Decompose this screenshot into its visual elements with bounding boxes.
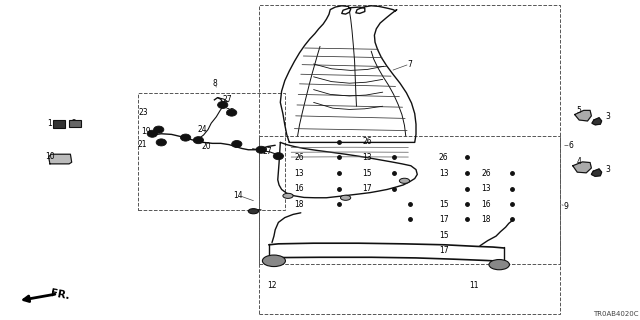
Text: 13: 13	[481, 184, 492, 193]
Text: 5: 5	[577, 106, 582, 115]
Ellipse shape	[180, 134, 191, 141]
Circle shape	[340, 195, 351, 200]
Text: FR.: FR.	[50, 288, 71, 301]
Text: 7: 7	[407, 60, 412, 68]
Ellipse shape	[154, 126, 164, 133]
Ellipse shape	[147, 130, 157, 137]
Text: 26: 26	[481, 169, 492, 178]
Polygon shape	[49, 154, 72, 164]
Text: 17: 17	[438, 246, 449, 255]
Text: 13: 13	[438, 169, 449, 178]
Text: 15: 15	[438, 200, 449, 209]
Bar	[259, 5, 560, 314]
Text: 19: 19	[141, 127, 151, 136]
Text: 15: 15	[362, 169, 372, 178]
Text: 18: 18	[294, 200, 303, 209]
Ellipse shape	[232, 140, 242, 148]
Text: 27: 27	[262, 147, 273, 156]
Circle shape	[489, 260, 509, 270]
Text: 8: 8	[212, 79, 217, 88]
Text: 16: 16	[294, 184, 304, 193]
Ellipse shape	[193, 137, 204, 144]
Circle shape	[283, 193, 293, 198]
FancyBboxPatch shape	[69, 120, 81, 127]
FancyBboxPatch shape	[53, 120, 65, 128]
Text: 9: 9	[563, 202, 568, 211]
Text: 13: 13	[362, 153, 372, 162]
Ellipse shape	[256, 146, 266, 153]
Text: 14: 14	[233, 191, 243, 200]
Text: 26: 26	[294, 153, 304, 162]
Circle shape	[262, 255, 285, 267]
Circle shape	[399, 178, 410, 183]
Text: 6: 6	[568, 141, 573, 150]
Text: 25: 25	[225, 108, 236, 117]
Polygon shape	[575, 110, 591, 121]
Text: 13: 13	[294, 169, 304, 178]
Text: 27: 27	[222, 95, 232, 104]
Polygon shape	[592, 118, 602, 125]
Text: 20: 20	[201, 142, 211, 151]
Ellipse shape	[227, 109, 237, 116]
Ellipse shape	[273, 153, 284, 160]
Text: 17: 17	[438, 215, 449, 224]
Text: 21: 21	[138, 140, 147, 149]
Circle shape	[248, 209, 259, 214]
Text: 26: 26	[362, 137, 372, 146]
Polygon shape	[573, 162, 591, 173]
Text: TR0AB4020C: TR0AB4020C	[593, 311, 639, 317]
Text: 2: 2	[71, 119, 76, 128]
Text: 12: 12	[268, 281, 276, 290]
Text: 4: 4	[577, 157, 582, 166]
Polygon shape	[591, 169, 602, 176]
Text: 26: 26	[438, 153, 449, 162]
Text: 3: 3	[605, 112, 611, 121]
Bar	[259, 136, 560, 264]
Text: 23: 23	[138, 108, 148, 117]
Text: 16: 16	[481, 200, 492, 209]
Text: 10: 10	[45, 152, 55, 161]
Text: 17: 17	[362, 184, 372, 193]
Text: 1: 1	[47, 119, 52, 128]
Text: 18: 18	[482, 215, 491, 224]
Text: 3: 3	[605, 165, 611, 174]
Text: 15: 15	[438, 231, 449, 240]
Ellipse shape	[218, 101, 228, 108]
Bar	[138, 93, 285, 210]
Ellipse shape	[156, 139, 166, 146]
Text: 24: 24	[197, 125, 207, 134]
Text: 11: 11	[469, 281, 478, 290]
